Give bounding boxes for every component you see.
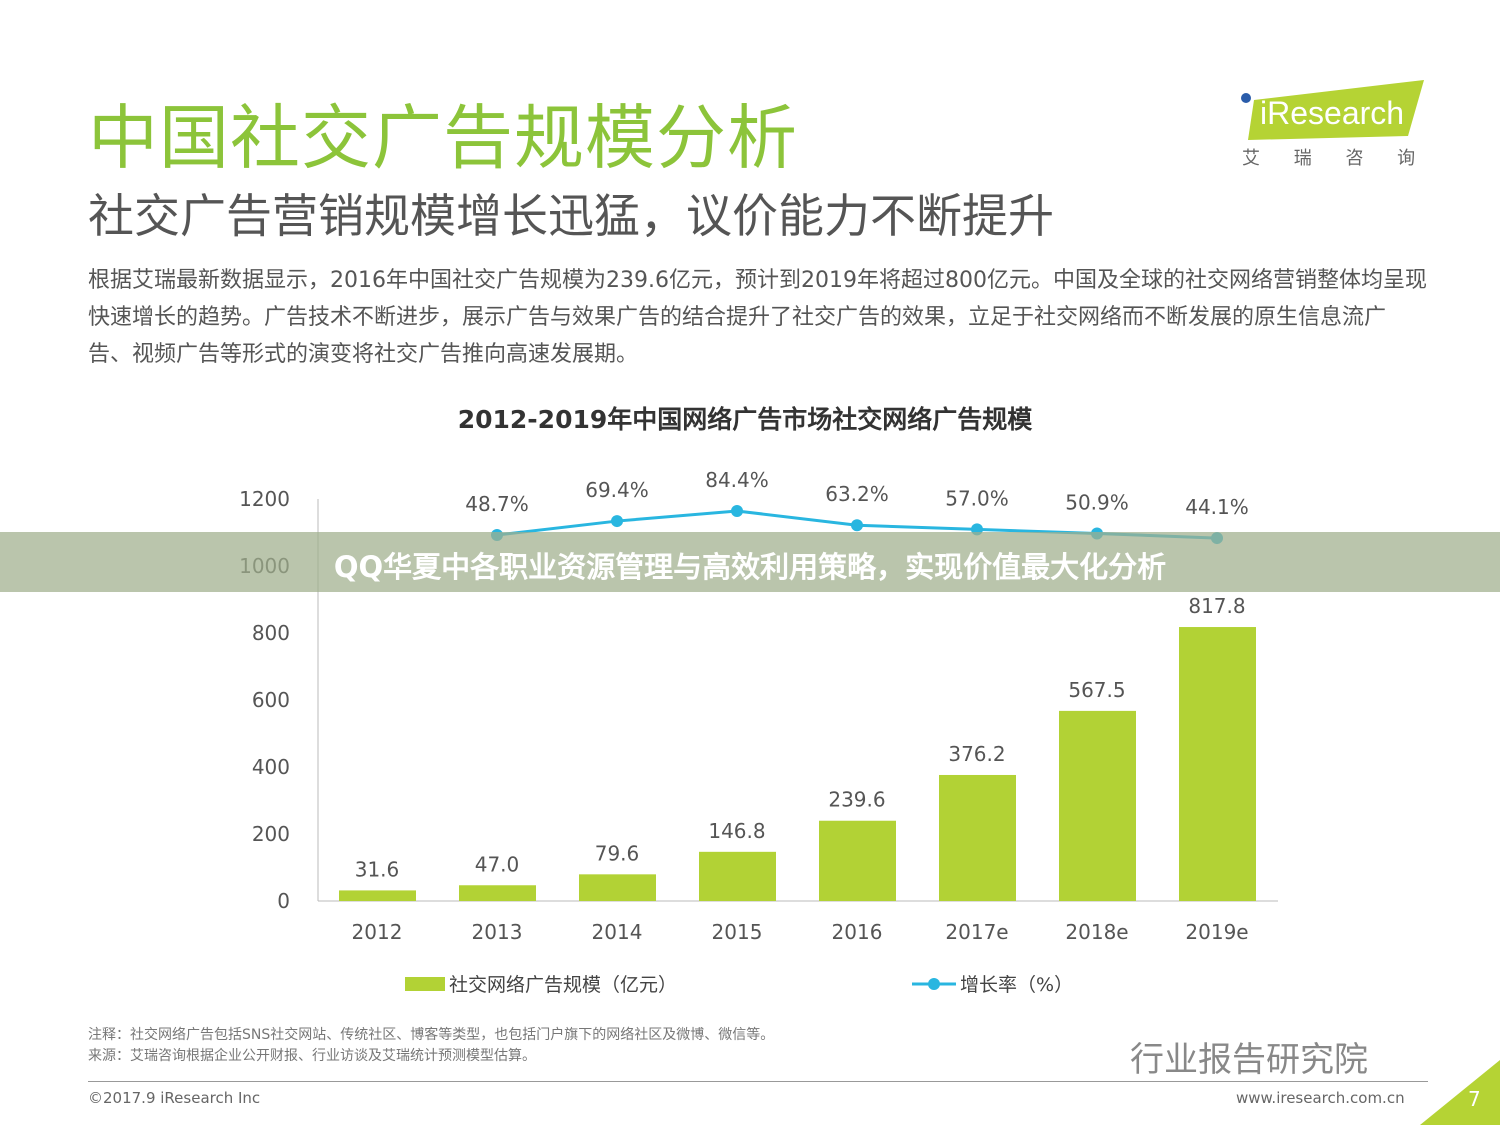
y-tick-label: 0 — [277, 889, 290, 913]
source: 来源：艾瑞咨询根据企业公开财报、行业访谈及艾瑞统计预测模型估算。 — [88, 1048, 536, 1064]
bar-data-label: 47.0 — [475, 852, 520, 876]
bar-data-label: 31.6 — [355, 857, 400, 881]
growth-point — [731, 504, 743, 517]
bar — [819, 820, 896, 901]
growth-data-label: 50.9% — [1065, 490, 1129, 514]
legend: 社交网络广告规模（亿元） 增长率（%） — [405, 970, 1073, 997]
iresearch-logo: iResearch 艾 瑞 咨 询 — [1236, 78, 1426, 169]
bar — [939, 774, 1016, 901]
logo-text: iResearch — [1260, 95, 1404, 131]
growth-point — [611, 515, 623, 528]
bar-data-label: 567.5 — [1068, 678, 1125, 702]
legend-item-bar: 社交网络广告规模（亿元） — [405, 970, 677, 997]
growth-data-label: 63.2% — [825, 482, 889, 506]
bar-data-label: 146.8 — [708, 819, 765, 843]
page-subtitle: 社交广告营销规模增长迅猛，议价能力不断提升 — [88, 189, 1054, 243]
footer-divider — [88, 1081, 1428, 1082]
banner-text: QQ华夏中各职业资源管理与高效利用策略，实现价值最大化分析 — [333, 550, 1167, 584]
growth-data-label: 84.4% — [705, 468, 769, 492]
legend-line-swatch — [912, 977, 957, 990]
y-tick-label: 600 — [252, 688, 290, 712]
bar — [339, 890, 416, 901]
bar-data-label: 376.2 — [948, 742, 1005, 766]
description: 根据艾瑞最新数据显示，2016年中国社交广告规模为239.6亿元，预计到2019… — [88, 268, 1427, 367]
note: 注释：社交网络广告包括SNS社交网站、传统社区、博客等类型，也包括门户旗下的网络… — [88, 1027, 775, 1043]
copyright: ©2017.9 iResearch Inc — [88, 1089, 261, 1107]
y-tick-label: 800 — [252, 621, 290, 645]
watermark: 行业报告研究院 — [1130, 1040, 1368, 1080]
legend-label: 增长率（%） — [960, 974, 1074, 996]
x-tick-label: 2015 — [712, 920, 763, 944]
bar — [459, 885, 536, 901]
bar-data-label: 239.6 — [828, 788, 885, 812]
growth-data-label: 69.4% — [585, 478, 649, 502]
page-number-corner: 7 — [1420, 1060, 1500, 1125]
y-tick-label: 1200 — [239, 487, 290, 511]
bar — [1179, 627, 1256, 901]
x-tick-label: 2018e — [1065, 920, 1128, 944]
x-tick-label: 2017e — [945, 920, 1008, 944]
growth-data-label: 57.0% — [945, 486, 1009, 510]
logo-subtext: 艾 瑞 咨 询 — [1242, 148, 1426, 168]
legend-bar-swatch — [405, 976, 445, 991]
x-tick-label: 2014 — [592, 920, 643, 944]
chart-title: 2012-2019年中国网络广告市场社交网络广告规模 — [457, 405, 1033, 434]
banner-overlay — [0, 532, 1500, 592]
growth-point — [851, 519, 863, 532]
legend-item-line: 增长率（%） — [912, 970, 1073, 997]
bar-data-label: 79.6 — [595, 841, 640, 865]
page-number: 7 — [1468, 1087, 1481, 1111]
x-tick-label: 2016 — [832, 920, 883, 944]
bar — [1059, 710, 1136, 901]
bar — [699, 851, 776, 901]
x-tick-label: 2012 — [352, 920, 403, 944]
growth-data-label: 48.7% — [465, 492, 529, 516]
y-tick-label: 400 — [252, 755, 290, 779]
y-tick-label: 200 — [252, 822, 290, 846]
website-link[interactable]: www.iresearch.com.cn — [1236, 1089, 1405, 1107]
x-tick-label: 2019e — [1185, 920, 1248, 944]
legend-label: 社交网络广告规模（亿元） — [449, 974, 678, 996]
bar — [579, 874, 656, 901]
page-title: 中国社交广告规模分析 — [88, 97, 798, 179]
x-tick-label: 2013 — [472, 920, 523, 944]
growth-data-label: 44.1% — [1185, 495, 1249, 519]
bar-data-label: 817.8 — [1188, 594, 1245, 618]
footnotes: 注释：社交网络广告包括SNS社交网站、传统社区、博客等类型，也包括门户旗下的网络… — [88, 1025, 774, 1067]
